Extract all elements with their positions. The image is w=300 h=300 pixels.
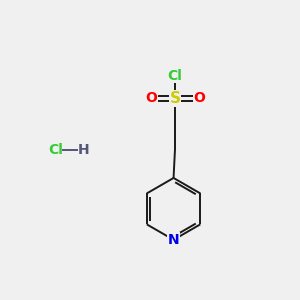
Text: S: S (169, 91, 181, 106)
Text: O: O (145, 92, 157, 106)
Text: Cl: Cl (168, 68, 182, 83)
Text: N: N (168, 233, 179, 247)
Text: O: O (193, 92, 205, 106)
Text: H: H (78, 143, 90, 157)
Text: Cl: Cl (48, 143, 63, 157)
